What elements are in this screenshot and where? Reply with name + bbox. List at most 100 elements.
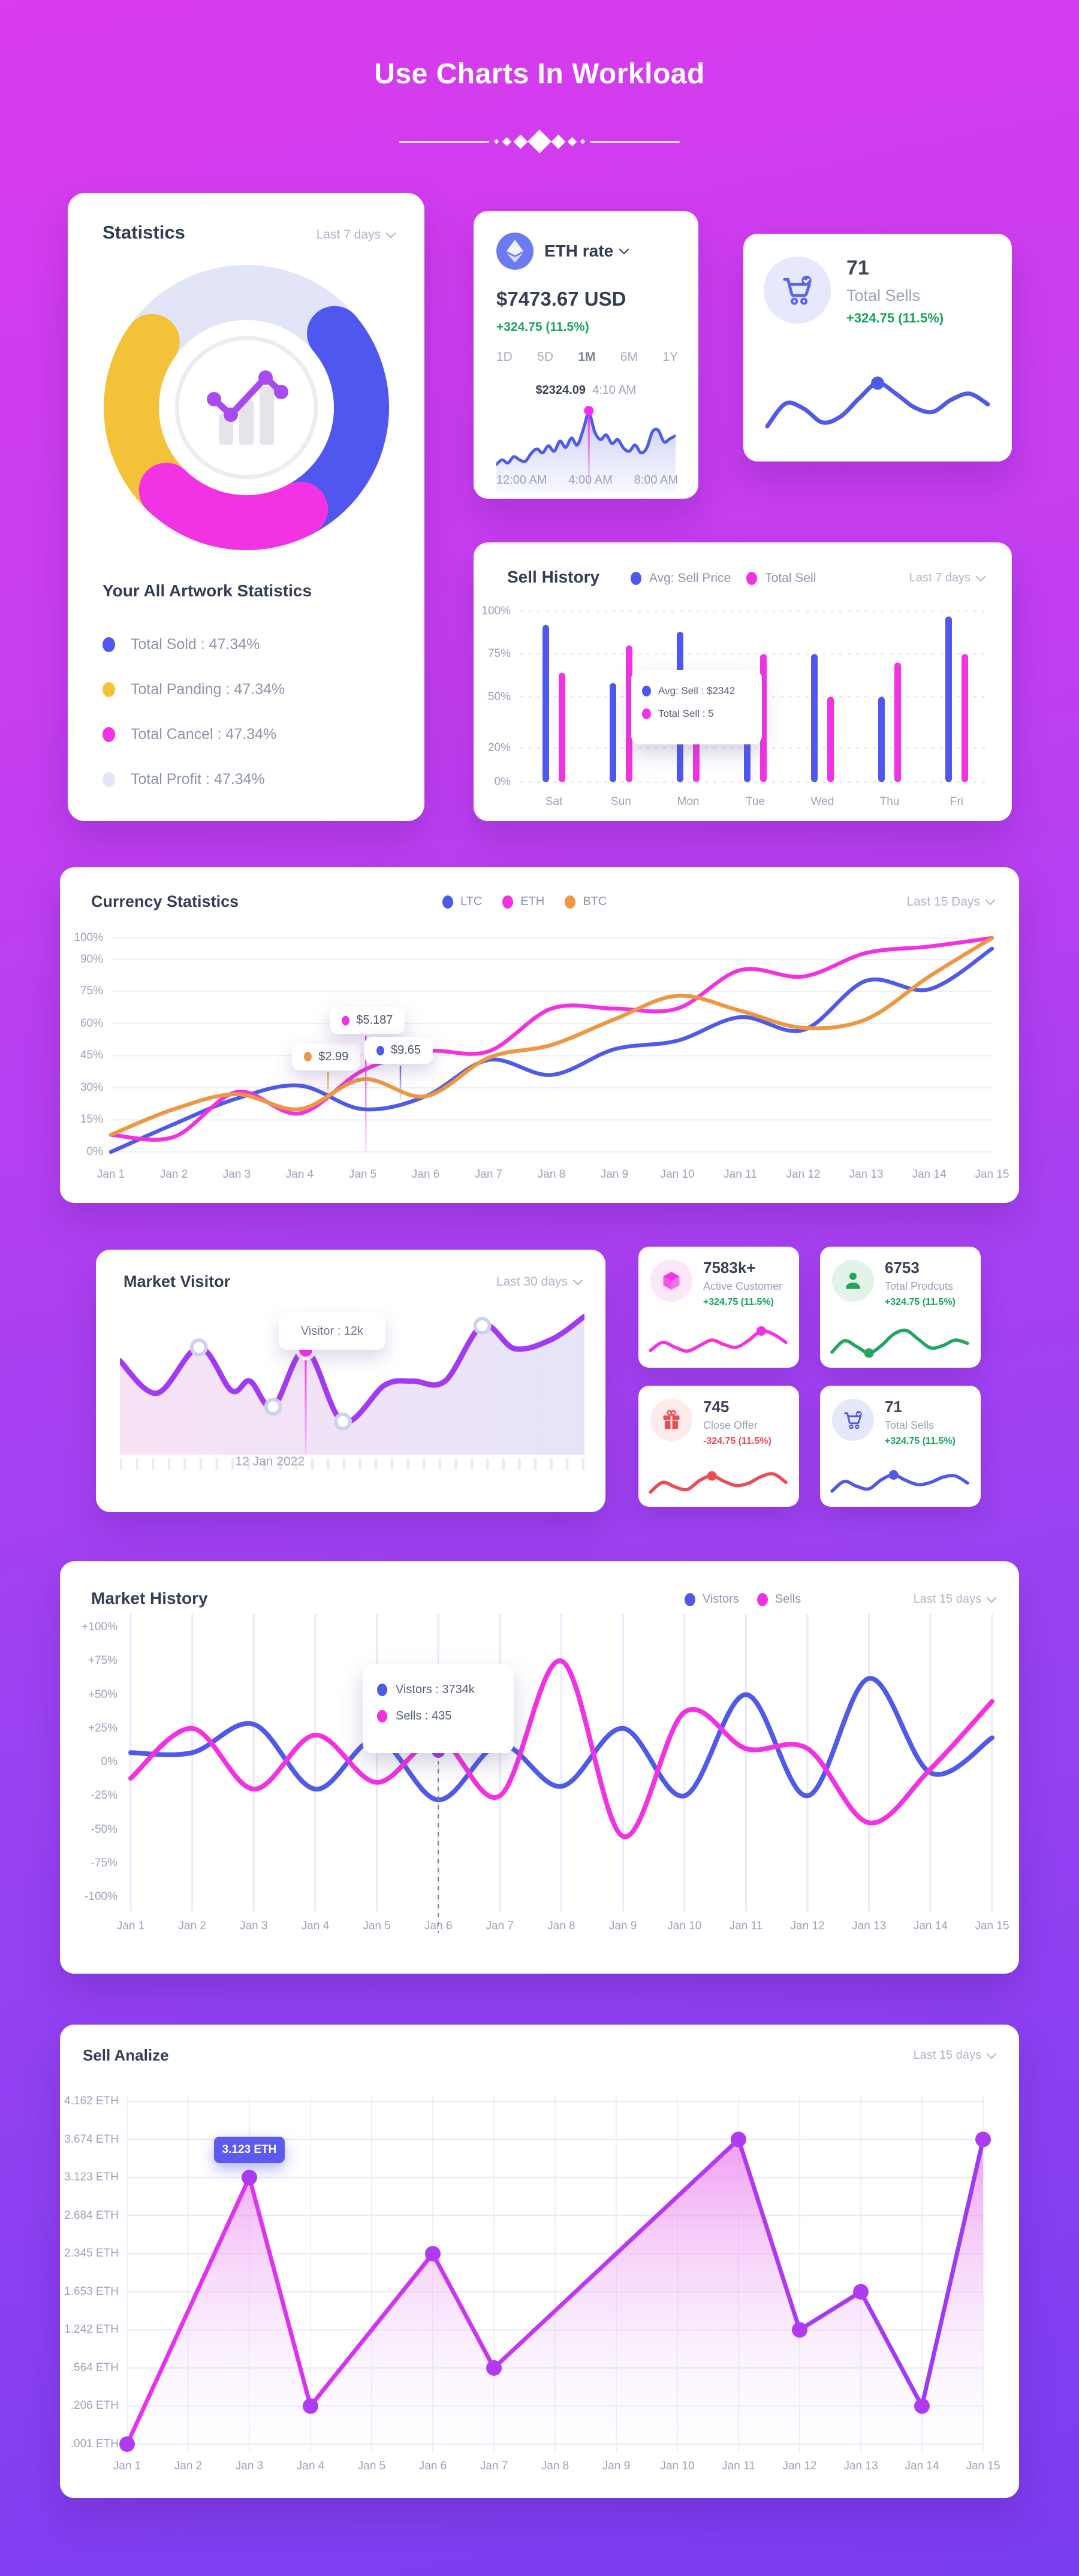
tab-1d[interactable]: 1D [496,350,513,364]
period-selector[interactable]: Last 7 days [316,228,396,242]
market-history-card: Market History Vistors Sells Last 15 days… [60,1561,1019,1974]
cube-icon [650,1260,692,1302]
tab-6m[interactable]: 6M [620,350,638,364]
stat-change: +324.75 (11.5%) [846,310,944,325]
axis-label: Jan 3 [240,1920,268,1932]
stat-label: Close Offer [703,1419,758,1431]
axis-label: 3.674 ETH [64,2132,119,2146]
legend-label: Total Panding : 47.34% [131,681,285,698]
axis-label: Jan 11 [722,2460,755,2472]
axis-label: 75% [80,985,103,998]
gift-icon [650,1399,692,1441]
axis-label: 0% [86,1145,103,1158]
legend-item[interactable]: Sells [756,1592,801,1606]
legend-dot [502,895,514,909]
period-label: Last 15 days [913,1592,981,1606]
axis-label: 1.242 ETH [64,2323,119,2336]
legend-dot [377,1683,387,1696]
period-selector[interactable]: Last 15 Days [906,895,996,909]
axis-label: -50% [91,1823,117,1836]
legend-dot [103,772,115,787]
legend-item[interactable]: Total Panding : 47.34% [103,667,400,712]
eth-rate-label: ETH rate [544,242,614,260]
axis-label: 75% [487,647,511,660]
eth-logo-icon [496,233,534,270]
eth-rate-selector[interactable]: ETH rate [544,242,629,261]
axis-label: Jan 12 [790,1920,825,1932]
legend-item[interactable]: Total Cancel : 47.34% [103,712,400,757]
axis-label: 0% [101,1755,117,1768]
axis-label: Jan 4 [285,1168,314,1181]
legend-dot [342,1015,350,1025]
axis-label: Jan 2 [174,2460,203,2472]
axis-label: Jan 2 [178,1920,206,1932]
axis-label: Jan 8 [541,2460,569,2472]
chart-tooltip: Avg: Sell : $2342 Total Sell : 5 [631,670,762,744]
stat-card: 745 Close Offer -324.75 (11.5%) [638,1386,799,1507]
axis-label: 8:00 AM [634,473,678,487]
eth-range-tabs: 1D 5D 1M 6M 1Y [496,350,678,364]
stat-card: 7583k+ Active Customer +324.75 (11.5%) [638,1247,799,1368]
period-selector[interactable]: Last 15 days [913,1592,997,1606]
legend-item[interactable]: LTC [442,895,482,909]
stat-value: 6753 [885,1259,920,1277]
axis-label: .206 ETH [70,2399,119,2412]
market-history-svg [128,1614,994,1933]
legend-item[interactable]: Total Sold : 47.34% [103,622,400,667]
tab-5d[interactable]: 5D [537,350,554,364]
stat-value: 745 [703,1398,730,1416]
axis-label: Jan 13 [849,1168,884,1181]
sparkline-svg [649,1471,788,1494]
eth-chart-svg [495,406,677,493]
chart-legend: LTC ETH BTC [442,895,607,909]
axis-label: Fri [950,795,964,808]
legend-item[interactable]: Total Sell [746,571,816,586]
period-selector[interactable]: Last 15 days [914,2049,997,2062]
legend-label: BTC [583,895,607,908]
axis-label: 4.162 ETH [64,2095,119,2107]
period-label: Last 7 days [316,228,381,242]
tooltip-row: Total Sell : 5 [658,708,714,719]
eth-tooltip-price: $2324.09 [535,384,586,397]
axis-label: Thu [879,795,900,808]
axis-label: -100% [85,1890,117,1903]
bar-chart-icon [207,370,288,445]
stat-change: +324.75 (11.5%) [885,1436,956,1446]
legend-item[interactable]: Avg: Sell Price [631,571,731,586]
axis-label: Jan 15 [975,1920,1009,1932]
axis-label: 20% [487,741,511,754]
axis-label: Jan 4 [296,2460,325,2472]
date-label: 12 Jan 2022 [235,1455,305,1468]
legend-dot [685,1592,695,1606]
diamond-icon [551,134,566,149]
tooltip-row: Avg: Sell : $2342 [658,685,736,696]
axis-label: -75% [91,1856,117,1869]
tab-1m[interactable]: 1M [578,350,596,364]
chart-legend: Vistors Sells [685,1592,801,1606]
axis-label: Jan 1 [116,1920,145,1932]
tab-1y[interactable]: 1Y [662,350,678,364]
period-selector[interactable]: Last 30 days [496,1275,583,1289]
axis-label: Jan 11 [729,1920,763,1932]
axis-label: Jan 13 [852,1920,887,1932]
legend-item[interactable]: Vistors [685,1592,739,1606]
legend-dot [565,895,576,909]
total-sells-sparkline [764,354,991,444]
axis-label: Jan 9 [608,1920,637,1932]
axis-label: .001 ETH [70,2438,119,2450]
period-selector[interactable]: Last 7 days [909,571,986,585]
card-title: Statistics [103,222,185,243]
currency-line-chart [60,867,1019,1203]
stat-label: Total Sells [846,286,921,304]
chevron-down-icon [385,228,396,239]
legend-item[interactable]: ETH [502,895,544,909]
legend-item[interactable]: BTC [565,895,607,909]
stat-label: Active Customer [703,1280,783,1292]
legend-item[interactable]: Total Profit : 47.34% [103,757,400,802]
stat-card: 71 Total Sells +324.75 (11.5%) [820,1386,981,1507]
period-label: Last 7 days [909,571,971,584]
axis-label: 2.684 ETH [64,2209,119,2222]
axis-label: Jan 10 [660,1168,695,1181]
axis-label: Jan 6 [424,1920,453,1932]
axis-label: Jan 9 [602,2460,631,2472]
